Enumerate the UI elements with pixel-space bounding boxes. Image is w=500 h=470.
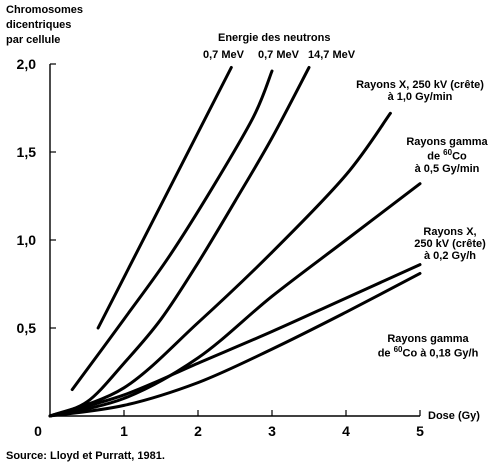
neutron-energy-header: Energie des neutrons <box>218 32 331 44</box>
gamma-high-label: Rayons gamma de 60Co à 0,5 Gy/min <box>406 136 487 175</box>
xray-low-label: Rayons X, 250 kV (crête) à 0,2 Gy/h <box>414 226 486 262</box>
gamma-low-de: de <box>377 347 394 360</box>
x-tick-label: 1 <box>120 423 128 439</box>
y-axis-label-line-2: dicentriques <box>6 19 72 31</box>
gamma-low-label: Rayons gamma de 60Co à 0,18 Gy/h <box>378 333 479 360</box>
gamma-high-isotope: Co <box>452 150 467 163</box>
y-tick-label: 1,0 <box>17 232 37 248</box>
y-axis-label-line-1: Chromosomes <box>6 4 84 16</box>
neutron-label-14-7: 14,7 MeV <box>308 49 356 61</box>
series-lines <box>48 66 422 418</box>
x-tick-label: 3 <box>268 423 276 439</box>
x-tick-label: 0 <box>34 423 42 439</box>
series-line-2 <box>70 69 274 392</box>
gamma-high-line-2: de 60Co <box>406 148 487 163</box>
gamma-high-de: de <box>427 150 444 163</box>
gamma-high-line-3: à 0,5 Gy/min <box>414 162 480 175</box>
series-line-5 <box>48 182 422 418</box>
xray-low-line-2: 250 kV (crête) <box>414 238 486 250</box>
series-line-6 <box>48 263 422 418</box>
neutron-label-0-7-a: 0,7 MeV <box>203 49 244 61</box>
gamma-low-isotope-number: 60 <box>393 345 403 354</box>
xray-high-line-1: Rayons X, 250 kV (crête) <box>356 79 484 91</box>
ticks: 0 1 2 3 4 5 0,5 1,0 1,5 2,0 <box>17 56 425 439</box>
y-tick-label: 0,5 <box>17 320 37 336</box>
y-axis-label-line-3: par cellule <box>6 34 61 46</box>
gamma-high-isotope-number: 60 <box>443 148 453 157</box>
axes <box>49 64 420 417</box>
y-tick-label: 1,5 <box>17 144 37 160</box>
series-line-4 <box>48 111 392 418</box>
gamma-low-line-2: de 60Co à 0,18 Gy/h <box>378 345 479 360</box>
gamma-low-line-1: Rayons gamma <box>387 333 469 345</box>
x-tick-label: 5 <box>416 423 424 439</box>
series-line-1 <box>96 66 233 330</box>
gamma-high-line-1: Rayons gamma <box>406 136 488 148</box>
xray-high-line-2: à 1,0 Gy/min <box>387 91 453 103</box>
x-tick-label: 2 <box>194 423 202 439</box>
neutron-label-0-7-b: 0,7 MeV <box>258 49 299 61</box>
xray-high-label: Rayons X, 250 kV (crête) à 1,0 Gy/min <box>356 79 484 103</box>
series-line-3 <box>48 66 311 418</box>
xray-low-line-1: Rayons X, <box>423 226 477 238</box>
y-tick-label: 2,0 <box>17 56 37 72</box>
series-line-7 <box>48 271 422 418</box>
x-axis-label: Dose (Gy) <box>428 410 480 422</box>
source-caption: Source: Lloyd et Purratt, 1981. <box>6 450 165 462</box>
gamma-low-isotope: Co à 0,18 Gy/h <box>402 347 479 360</box>
xray-low-line-3: à 0,2 Gy/h <box>424 250 476 262</box>
x-tick-label: 4 <box>342 423 350 439</box>
